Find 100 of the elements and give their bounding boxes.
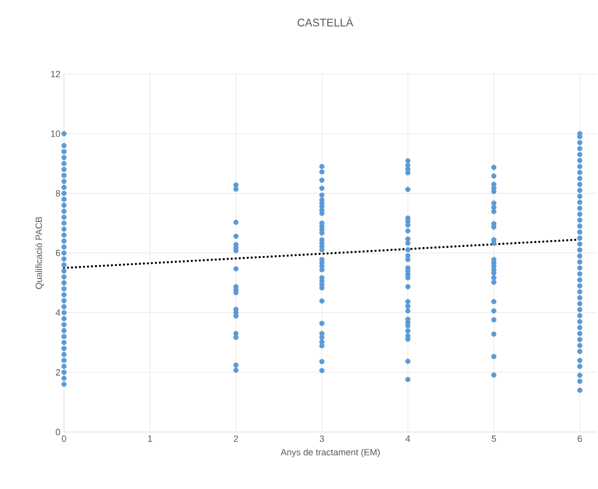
point	[61, 268, 67, 274]
point	[577, 152, 582, 158]
point	[61, 160, 67, 166]
point	[319, 368, 324, 374]
y-tick-label: 12	[51, 70, 60, 78]
point	[491, 173, 496, 179]
x-tick-label: 4	[406, 436, 410, 442]
point	[319, 343, 324, 348]
point	[405, 186, 410, 192]
y-tick-label: 8	[56, 190, 60, 197]
point	[61, 208, 67, 214]
point	[233, 186, 239, 192]
point	[61, 256, 67, 262]
x-tick-label: 5	[492, 436, 496, 442]
point	[577, 265, 582, 271]
point	[61, 184, 67, 190]
point	[61, 244, 67, 250]
point	[61, 166, 67, 172]
point	[577, 170, 582, 176]
point	[577, 259, 582, 265]
point	[577, 301, 582, 306]
point	[61, 358, 67, 363]
point	[61, 334, 67, 340]
x-tick-label: 6	[578, 436, 582, 442]
point	[491, 332, 496, 337]
point	[577, 146, 582, 152]
x-tick-label: 0	[62, 436, 66, 442]
point	[491, 308, 496, 314]
point	[577, 158, 582, 164]
point	[577, 378, 582, 384]
point	[405, 303, 410, 309]
point	[405, 299, 410, 304]
point	[491, 354, 496, 360]
point	[61, 202, 67, 208]
point	[319, 192, 324, 198]
point	[61, 316, 67, 322]
point	[577, 200, 582, 205]
point	[577, 271, 582, 276]
point	[405, 236, 410, 242]
point	[577, 289, 582, 294]
point	[577, 194, 582, 199]
point	[61, 286, 67, 292]
point	[233, 362, 239, 368]
point	[577, 277, 582, 282]
point	[61, 370, 67, 375]
point	[491, 204, 496, 210]
point	[491, 200, 496, 206]
y-axis-title: Qualificació PACB	[35, 217, 44, 289]
point	[577, 319, 582, 324]
point	[61, 310, 67, 316]
point	[61, 178, 67, 184]
point	[319, 320, 324, 326]
point	[61, 172, 67, 178]
point	[577, 235, 582, 241]
point	[61, 340, 67, 346]
point	[405, 247, 410, 252]
point	[233, 234, 239, 239]
point	[61, 196, 67, 202]
point	[405, 308, 410, 314]
y-tick-label: 10	[51, 130, 60, 137]
point	[405, 228, 410, 234]
point	[491, 280, 496, 285]
point	[491, 372, 496, 378]
point	[61, 298, 67, 304]
y-tick-label: 6	[56, 250, 60, 256]
point	[319, 267, 324, 272]
point	[577, 224, 582, 229]
point	[405, 376, 410, 382]
point	[319, 169, 324, 174]
point	[405, 328, 410, 334]
y-tick-label: 4	[56, 310, 60, 316]
point	[61, 292, 67, 298]
point	[577, 218, 582, 223]
point	[577, 188, 582, 193]
point	[577, 342, 582, 348]
point	[577, 140, 582, 146]
point	[61, 250, 67, 256]
point	[577, 358, 582, 363]
point	[319, 358, 324, 364]
point	[233, 368, 239, 373]
point	[61, 328, 67, 334]
point	[61, 352, 67, 358]
point	[577, 348, 582, 354]
point	[319, 164, 324, 170]
point	[233, 220, 239, 225]
point	[61, 376, 67, 381]
point	[577, 364, 582, 369]
y-tick-label: 0	[56, 428, 60, 436]
point	[405, 358, 410, 364]
x-tick-label: 3	[320, 436, 324, 442]
point	[61, 220, 67, 226]
point	[577, 388, 582, 393]
point	[61, 154, 67, 160]
point	[577, 182, 582, 187]
point	[61, 214, 67, 220]
point	[405, 284, 410, 290]
x-axis-title: Anys de tractament (EM)	[280, 448, 380, 458]
point	[577, 307, 582, 312]
point	[577, 283, 582, 288]
point	[61, 238, 67, 244]
